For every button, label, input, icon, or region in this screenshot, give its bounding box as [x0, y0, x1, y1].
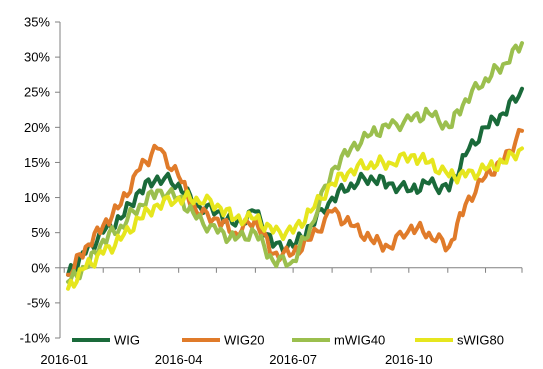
y-tick-label: -10%: [20, 331, 51, 346]
legend-label-swig80: sWIG80: [457, 333, 504, 348]
y-tick-label: 30%: [24, 50, 50, 65]
y-axis: -10% -5% 0% 5% 10% 15% 20% 25% 30% 35%: [20, 15, 61, 346]
y-tick-label: 35%: [24, 15, 50, 30]
x-tick-label: 2016-01: [40, 352, 88, 367]
series-line-wig20: [66, 127, 524, 277]
x-tick-label: 2016-04: [155, 352, 203, 367]
x-tick-label: 2016-10: [385, 352, 433, 367]
y-tick-label: 20%: [24, 120, 50, 135]
legend: WIG WIG20 mWIG40 sWIG80: [72, 333, 504, 348]
y-tick-label: 5%: [31, 225, 50, 240]
series-line-swig80: [66, 146, 524, 291]
y-tick-label: -5%: [27, 295, 51, 310]
x-axis: 2016-01 2016-04 2016-07 2016-10: [40, 267, 523, 367]
legend-label-wig: WIG: [114, 333, 140, 348]
y-tick-label: 10%: [24, 190, 50, 205]
x-tick-label: 2016-07: [269, 352, 317, 367]
y-tick-label: 15%: [24, 155, 50, 170]
series-line-mwig40: [66, 41, 524, 284]
legend-label-mwig40: mWIG40: [334, 333, 385, 348]
series-lines: [66, 41, 524, 291]
y-tick-label: 25%: [24, 85, 50, 100]
series-line-wig: [66, 86, 524, 277]
y-tick-label: 0%: [31, 260, 50, 275]
legend-label-wig20: WIG20: [224, 333, 264, 348]
